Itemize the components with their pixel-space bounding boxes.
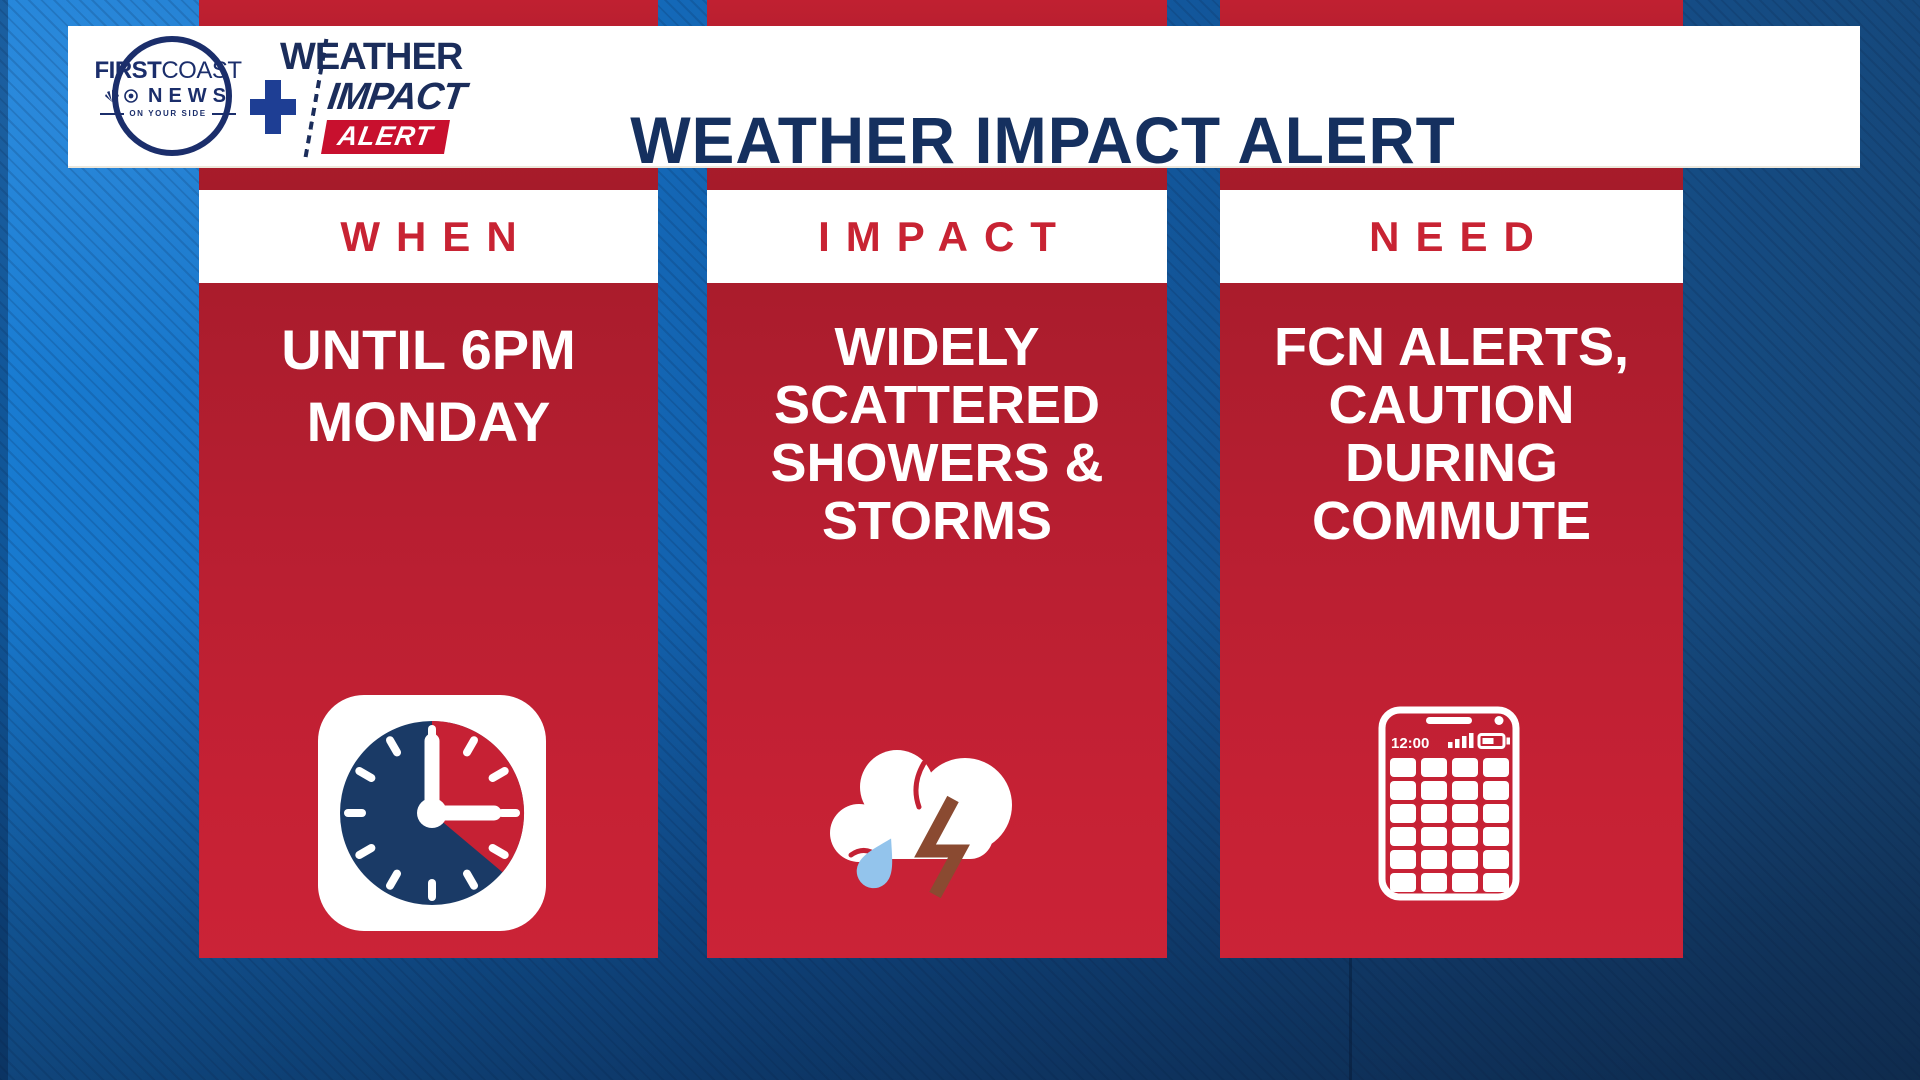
station-tagline: ON YOUR SIDE bbox=[76, 109, 260, 118]
battery-icon bbox=[1477, 733, 1510, 749]
need-header-band: NEED bbox=[1220, 190, 1683, 283]
banner: FIRSTCOAST NEWS bbox=[68, 26, 1860, 177]
impact-body-text: WIDELY SCATTERED SHOWERS & STORMS bbox=[770, 317, 1104, 551]
station-name: FIRSTCOAST bbox=[94, 57, 242, 84]
plus-icon bbox=[250, 80, 296, 134]
page-title: WEATHER IMPACT ALERT bbox=[630, 103, 1456, 178]
station-name-line2: NEWS bbox=[148, 85, 232, 107]
impact-header-label: IMPACT bbox=[818, 212, 1072, 260]
need-header-label: NEED bbox=[1369, 212, 1550, 260]
first-coast-news-logo: FIRSTCOAST NEWS bbox=[94, 34, 242, 158]
need-body-text: FCN ALERTS, CAUTION DURING COMMUTE bbox=[1274, 317, 1629, 551]
left-edge-shade bbox=[0, 0, 8, 1080]
rain-lightning-cloud-icon bbox=[823, 733, 1035, 910]
signal-bars-icon bbox=[1448, 733, 1474, 748]
impact-header-band: IMPACT bbox=[707, 190, 1167, 283]
background-seam-line bbox=[1349, 958, 1352, 1080]
phone-status-time: 12:00 bbox=[1391, 735, 1429, 752]
clock-icon bbox=[318, 695, 546, 936]
smartphone-icon: 12:00 bbox=[1378, 706, 1520, 906]
nbc-peacock-icon bbox=[105, 90, 119, 102]
logo-weather-text: WEATHER bbox=[280, 36, 463, 78]
logo-impact-text: IMPACT bbox=[325, 76, 468, 118]
when-body-text: UNTIL 6PM MONDAY bbox=[281, 318, 576, 453]
weather-impact-alert-logo: WEATHER IMPACT ALERT bbox=[276, 38, 526, 164]
station-globe-icon bbox=[124, 89, 138, 103]
app-grid bbox=[1390, 758, 1509, 892]
logo-alert-badge: ALERT bbox=[321, 120, 450, 154]
when-header-label: WHEN bbox=[340, 212, 533, 260]
when-header-band: WHEN bbox=[199, 190, 658, 283]
